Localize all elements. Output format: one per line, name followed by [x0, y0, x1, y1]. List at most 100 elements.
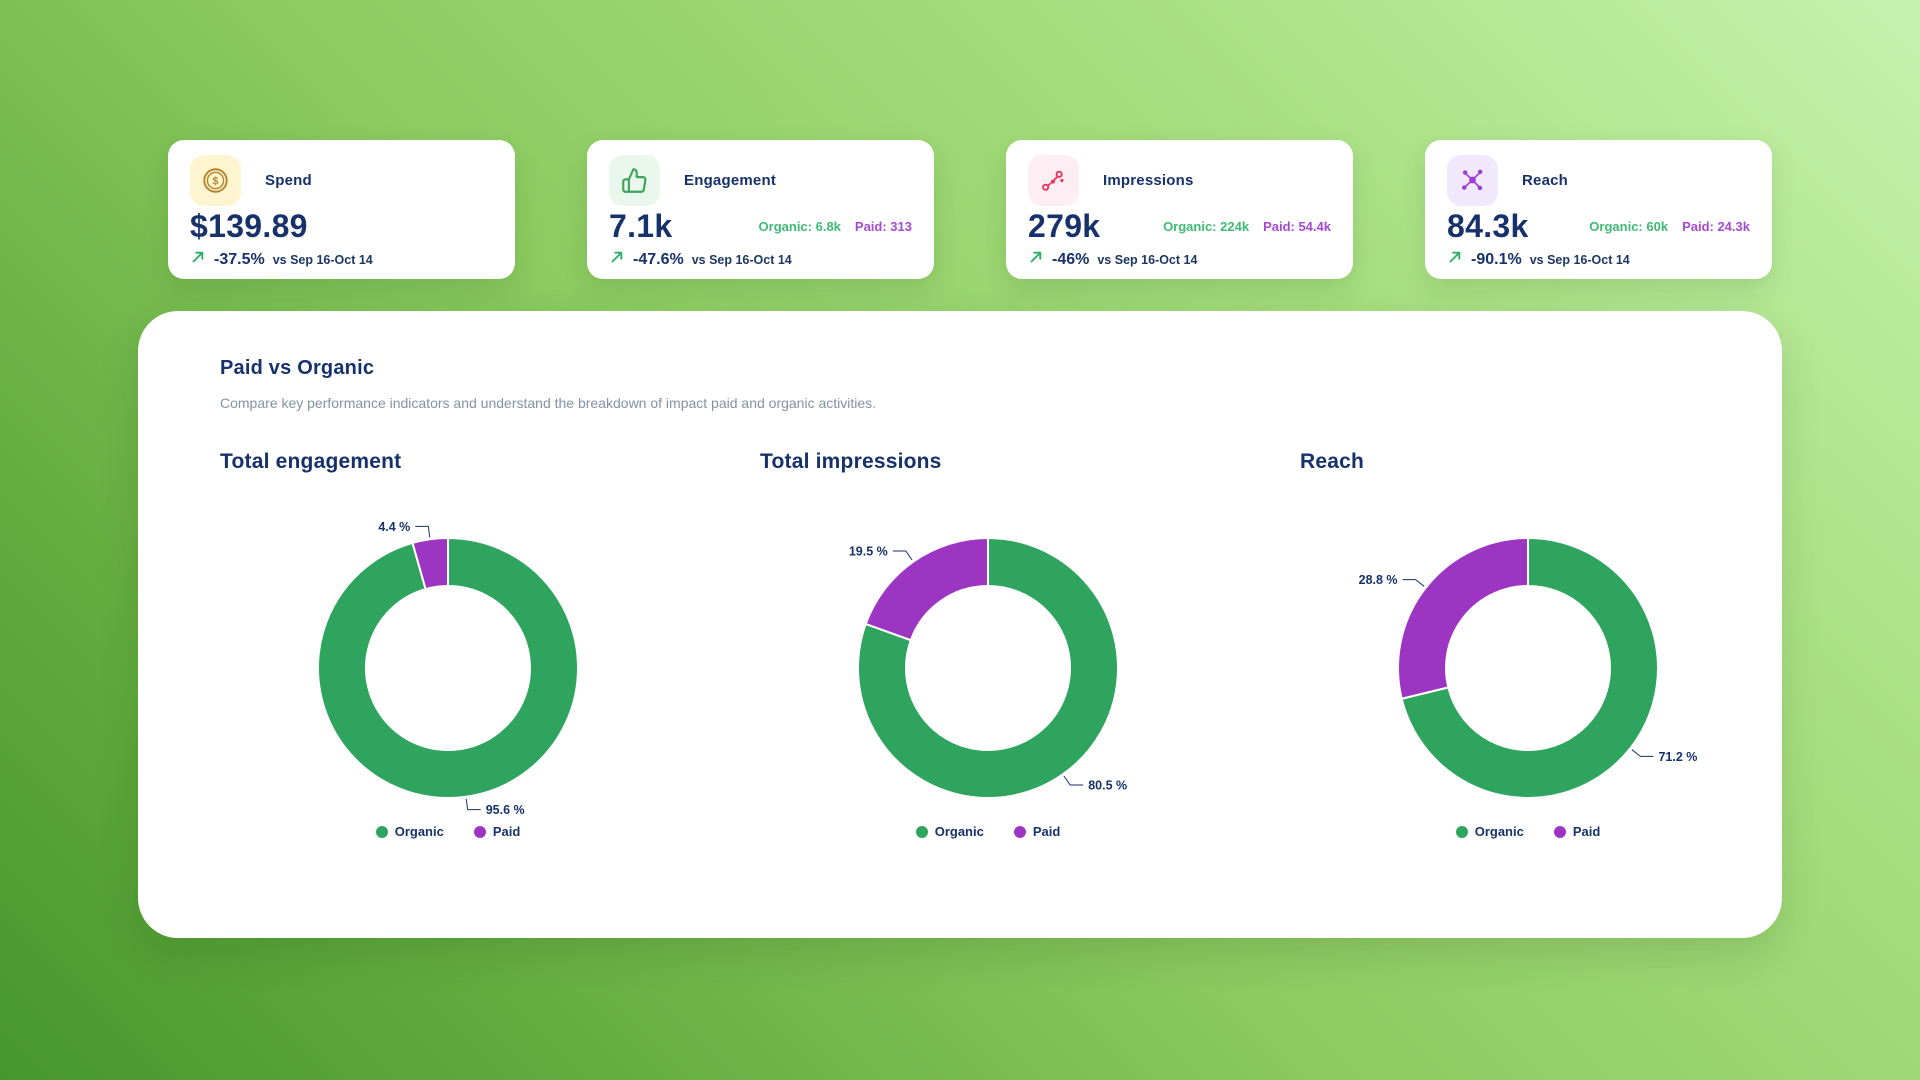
- donut-slice-paid[interactable]: [864, 537, 989, 642]
- donut-chart: 95.6 % 4.4 %: [317, 520, 579, 817]
- paid-vs-organic-panel: Paid vs Organic Compare key performance …: [138, 311, 1782, 938]
- label-leader-line: [1402, 579, 1425, 587]
- legend-dot-organic: [375, 825, 388, 838]
- kpi-trend-period: vs Sep 16-Oct 14: [1529, 252, 1630, 267]
- charts-row: Total engagement 95.6 % 4.4 % Organic Paid To…: [220, 450, 1756, 839]
- kpi-trend-percent: -47.6%: [633, 250, 684, 268]
- legend-label: Paid: [492, 824, 521, 839]
- slice-percent-label: 28.8 %: [1359, 573, 1398, 587]
- donut-slice-organic[interactable]: [317, 537, 579, 799]
- kpi-trend-percent: -37.5%: [214, 250, 265, 268]
- chart-title: Total engagement: [220, 450, 402, 473]
- kpi-card-label: Impressions: [1103, 172, 1194, 189]
- chart-title: Reach: [1300, 450, 1365, 473]
- kpi-trend-period: vs Sep 16-Oct 14: [272, 252, 373, 267]
- kpi-paid-value: Paid: 313: [854, 219, 912, 234]
- legend-item-organic[interactable]: Organic: [915, 824, 984, 839]
- kpi-trend-percent: -90.1%: [1471, 250, 1522, 268]
- chart-reach: Reach 71.2 % 28.8 % Organic Paid: [1300, 450, 1756, 839]
- kpi-trend-row: -90.1% vs Sep 16-Oct 14: [1447, 249, 1750, 270]
- slice-percent-label: 80.5 %: [1088, 779, 1127, 793]
- legend-dot-paid: [473, 825, 486, 838]
- legend-dot-paid: [1013, 825, 1026, 838]
- legend-label: Organic: [1474, 824, 1524, 839]
- label-leader-line: [892, 550, 913, 561]
- legend-label: Organic: [934, 824, 984, 839]
- kpi-organic-value: Organic: 6.8k: [758, 219, 841, 234]
- trend-up-arrow-icon: [192, 251, 204, 263]
- slice-percent-label: 4.4 %: [378, 520, 410, 534]
- kpi-card-spend: $ Spend $139.89 -37.5% vs Sep 16-Oct 14: [168, 140, 515, 279]
- legend-label: Paid: [1572, 824, 1601, 839]
- kpi-trend-row: -46% vs Sep 16-Oct 14: [1028, 249, 1331, 270]
- legend-label: Organic: [394, 824, 444, 839]
- trend-up-arrow-icon: [1030, 251, 1042, 263]
- legend-item-organic[interactable]: Organic: [375, 824, 444, 839]
- kpi-card-label: Spend: [265, 172, 312, 189]
- kpi-icon-box: [609, 155, 660, 206]
- legend-label: Paid: [1032, 824, 1061, 839]
- kpi-organic-paid-split: Organic: 60k Paid: 24.3k: [1589, 219, 1750, 234]
- kpi-trend-period: vs Sep 16-Oct 14: [1097, 252, 1198, 267]
- legend-item-organic[interactable]: Organic: [1455, 824, 1524, 839]
- donut-slice-organic[interactable]: [1400, 537, 1659, 799]
- trend-up-arrow-icon: [611, 251, 623, 263]
- slice-percent-label: 71.2 %: [1658, 750, 1697, 764]
- panel-title: Paid vs Organic: [220, 357, 375, 379]
- chart-legend: Organic Paid: [1300, 824, 1756, 839]
- kpi-card-header: Engagement: [609, 155, 912, 206]
- slice-percent-label: 95.6 %: [486, 803, 525, 817]
- donut-slice-paid[interactable]: [411, 537, 449, 591]
- kpi-value: 7.1k: [609, 208, 673, 244]
- kpi-card-header: Impressions: [1028, 155, 1331, 206]
- donut-chart: 80.5 % 19.5 %: [849, 537, 1127, 799]
- svg-text:$: $: [213, 175, 219, 187]
- kpi-paid-value: Paid: 54.4k: [1263, 219, 1331, 234]
- kpi-card-label: Engagement: [684, 172, 777, 189]
- label-leader-line: [465, 798, 481, 811]
- kpi-icon-box: [1028, 155, 1079, 206]
- thumbs-up-icon: [622, 168, 647, 193]
- kpi-trend-period: vs Sep 16-Oct 14: [691, 252, 792, 267]
- label-leader-line: [1631, 749, 1654, 757]
- legend-dot-organic: [915, 825, 928, 838]
- kpi-trend-percent: -46%: [1052, 250, 1090, 268]
- legend-item-paid[interactable]: Paid: [1013, 824, 1061, 839]
- slice-percent-label: 19.5 %: [849, 545, 888, 559]
- dollar-coin-icon: $: [203, 168, 228, 193]
- kpi-value: 84.3k: [1447, 208, 1529, 244]
- kpi-card-engagement: Engagement 7.1k Organic: 6.8k Paid: 313 -47…: [587, 140, 934, 279]
- legend-item-paid[interactable]: Paid: [473, 824, 521, 839]
- kpi-value-row: 279k Organic: 224k Paid: 54.4k: [1028, 208, 1331, 245]
- kpi-organic-value: Organic: 60k: [1589, 219, 1669, 234]
- kpi-trend-row: -37.5% vs Sep 16-Oct 14: [190, 249, 493, 270]
- kpi-value-row: 84.3k Organic: 60k Paid: 24.3k: [1447, 208, 1750, 245]
- kpi-value: 279k: [1028, 208, 1101, 244]
- kpi-value-row: 7.1k Organic: 6.8k Paid: 313: [609, 208, 912, 245]
- kpi-card-impressions: Impressions 279k Organic: 224k Paid: 54.4k …: [1006, 140, 1353, 279]
- chart-legend: Organic Paid: [220, 824, 676, 839]
- kpi-organic-value: Organic: 224k: [1163, 219, 1250, 234]
- kpi-card-label: Reach: [1522, 172, 1569, 189]
- kpi-value: $139.89: [190, 208, 308, 244]
- kpi-card-header: $ Spend: [190, 155, 493, 206]
- label-leader-line: [415, 525, 431, 538]
- kpi-paid-value: Paid: 24.3k: [1682, 219, 1750, 234]
- donut-slice-organic[interactable]: [857, 537, 1119, 799]
- network-icon: [1462, 169, 1483, 191]
- label-leader-line: [1063, 775, 1084, 786]
- legend-dot-organic: [1455, 825, 1468, 838]
- chart-title: Total impressions: [760, 450, 942, 473]
- donut-slice-paid[interactable]: [1397, 537, 1529, 700]
- chart-total-engagement: Total engagement 95.6 % 4.4 % Organic Paid: [220, 450, 676, 839]
- scatter-route-icon: [1042, 170, 1064, 191]
- kpi-organic-paid-split: Organic: 224k Paid: 54.4k: [1163, 219, 1331, 234]
- legend-item-paid[interactable]: Paid: [1553, 824, 1601, 839]
- kpi-card-header: Reach: [1447, 155, 1750, 206]
- chart-legend: Organic Paid: [760, 824, 1216, 839]
- trend-up-arrow-icon: [1449, 251, 1461, 263]
- legend-dot-paid: [1553, 825, 1566, 838]
- kpi-card-row: $ Spend $139.89 -37.5% vs Sep 16-Oct 14 Enga…: [168, 140, 1772, 279]
- kpi-icon-box: $: [190, 155, 241, 206]
- kpi-organic-paid-split: Organic: 6.8k Paid: 313: [759, 219, 912, 234]
